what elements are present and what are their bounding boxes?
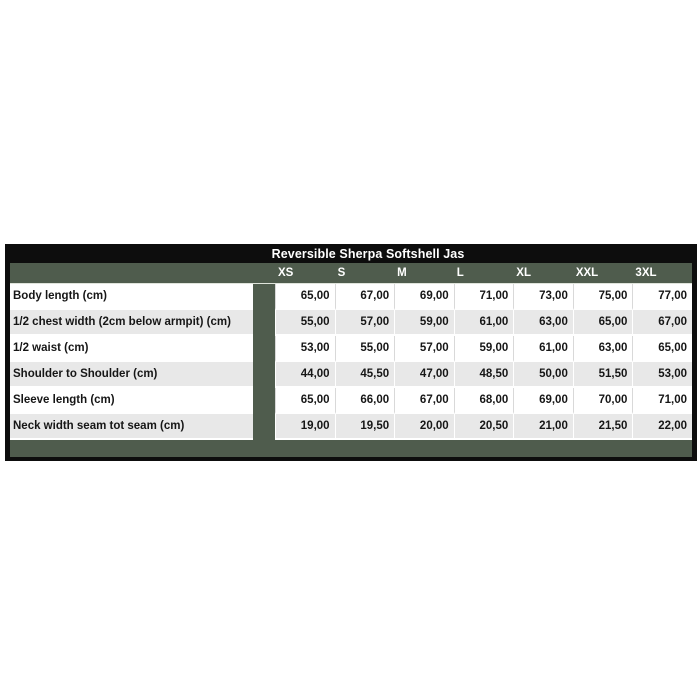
column-gap [253,362,275,388]
size-value-cell: 67,00 [394,388,454,414]
size-header-row: XS S M L XL XXL 3XL [10,263,692,284]
size-value-cell: 19,00 [275,414,335,440]
column-gap [253,414,275,440]
row-label: Sleeve length (cm) [10,388,253,414]
size-value-cell: 19,50 [334,414,395,440]
table-title-bar: Reversible Sherpa Softshell Jas [10,244,692,263]
header-spacer [10,263,275,283]
measurement-grid: Body length (cm) 65,00 67,00 69,00 71,00 73,0… [10,284,692,440]
size-value-cell: 67,00 [334,284,395,310]
size-value-cell: 61,00 [453,310,514,336]
size-value-cell: 22,00 [632,414,692,440]
size-value-cell: 71,00 [632,388,692,414]
size-value-cell: 71,00 [453,284,514,310]
size-value-cell: 21,00 [513,414,573,440]
size-column-header: XXL [575,267,599,279]
size-value-cell: 53,00 [632,362,692,388]
row-label: Body length (cm) [10,284,253,310]
size-value-cell: 77,00 [632,284,692,310]
size-value-cell: 63,00 [513,310,573,336]
size-value-cell: 69,00 [394,284,454,310]
column-gap [253,310,275,336]
size-column-header: L [456,267,464,279]
size-value-cell: 55,00 [275,310,335,336]
size-column-header: XL [516,267,531,279]
size-value-cell: 20,50 [453,414,514,440]
size-value-cell: 21,50 [572,414,633,440]
size-value-cell: 59,00 [453,336,514,362]
size-value-cell: 67,00 [632,310,692,336]
column-gap [253,336,275,362]
size-value-cell: 57,00 [334,310,395,336]
row-label: 1/2 chest width (2cm below armpit) (cm) [10,310,253,336]
size-value-cell: 53,00 [275,336,335,362]
size-value-cell: 20,00 [394,414,454,440]
size-value-cell: 65,00 [275,388,335,414]
size-value-cell: 55,00 [334,336,395,362]
size-value-cell: 59,00 [394,310,454,336]
size-column-header: S [337,267,346,279]
column-gap [253,284,275,310]
size-value-cell: 65,00 [632,336,692,362]
size-value-cell: 69,00 [513,388,573,414]
size-value-cell: 44,00 [275,362,335,388]
table-title: Reversible Sherpa Softshell Jas [271,246,465,261]
size-value-cell: 48,50 [453,362,514,388]
column-gap [253,388,275,414]
size-value-cell: 73,00 [513,284,573,310]
row-label: Shoulder to Shoulder (cm) [10,362,253,388]
size-value-cell: 66,00 [334,388,395,414]
size-value-cell: 51,50 [572,362,633,388]
row-label: 1/2 waist (cm) [10,336,253,362]
size-column-header: XS [278,267,294,279]
row-label: Neck width seam tot seam (cm) [10,414,253,440]
size-value-cell: 75,00 [572,284,633,310]
bottom-band [10,440,692,457]
size-value-cell: 61,00 [513,336,573,362]
size-column-header: M [397,267,407,279]
size-column-header: 3XL [635,267,657,279]
size-value-cell: 65,00 [572,310,633,336]
size-value-cell: 68,00 [453,388,514,414]
size-value-cell: 47,00 [394,362,454,388]
size-value-cell: 63,00 [572,336,633,362]
size-value-cell: 50,00 [513,362,573,388]
size-chart-table: Reversible Sherpa Softshell Jas XS S M L XL X… [5,244,697,461]
size-value-cell: 70,00 [572,388,633,414]
size-value-cell: 57,00 [394,336,454,362]
size-value-cell: 65,00 [275,284,335,310]
size-value-cell: 45,50 [334,362,395,388]
